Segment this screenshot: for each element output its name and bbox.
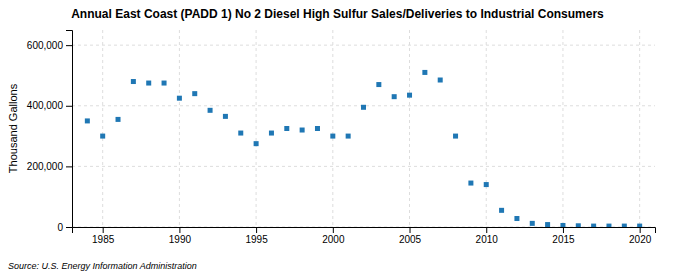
tick-label: 2020: [629, 234, 652, 245]
tick-mark: [486, 227, 487, 233]
grid-line-x: [486, 30, 487, 227]
point: [238, 131, 243, 136]
tick-label: 2010: [476, 234, 499, 245]
tick-label: 600,000: [27, 40, 64, 51]
grid-line-x: [639, 30, 640, 227]
point: [530, 221, 535, 226]
tick-mark: [333, 227, 334, 233]
tick-label: 2000: [322, 234, 345, 245]
point: [622, 224, 627, 227]
tick-label: 1985: [92, 234, 115, 245]
tick-label: 200,000: [27, 161, 64, 172]
grid: [72, 30, 655, 227]
annotation: Source: U.S. Energy Information Administ…: [8, 261, 197, 271]
tick-mark: [640, 227, 641, 233]
tick-label: 400,000: [27, 100, 64, 111]
tick-mark: [256, 227, 257, 233]
tick-mark: [563, 227, 564, 233]
grid-line-x: [179, 30, 180, 227]
tick: 600,000: [27, 40, 72, 51]
point: [453, 134, 458, 139]
tick: 200,000: [27, 161, 72, 172]
tick-mark: [66, 166, 72, 167]
point: [284, 126, 289, 131]
point: [269, 131, 274, 136]
grid-line-y: [72, 166, 655, 167]
point: [300, 128, 305, 133]
point: [116, 117, 121, 122]
point: [346, 134, 351, 139]
point: [223, 114, 228, 119]
point: [468, 181, 473, 186]
point: [100, 134, 105, 139]
point: [422, 70, 427, 75]
tick-label: 1995: [245, 234, 268, 245]
point: [376, 82, 381, 87]
plot: 1985 1990 1995 2000 2005 2010 2015 2020 0 200,000…: [27, 30, 656, 245]
point: [131, 79, 136, 84]
tick-mark: [179, 227, 180, 233]
tick: 0: [57, 222, 72, 233]
point: [560, 223, 565, 227]
point: [192, 91, 197, 96]
point: [637, 224, 642, 227]
axis-line: [66, 31, 73, 228]
point: [254, 141, 259, 146]
tick-mark: [410, 227, 411, 233]
tick-mark: [103, 227, 104, 233]
tick-label: 2015: [552, 234, 575, 245]
tick: 2015: [552, 227, 575, 245]
grid-line-y: [72, 45, 655, 46]
tick: 2000: [322, 227, 345, 245]
tick-label: 0: [57, 222, 63, 233]
point: [330, 134, 335, 139]
tick: 400,000: [27, 100, 72, 111]
grid-line-x: [562, 30, 563, 227]
point: [484, 182, 489, 187]
point: [407, 93, 412, 98]
point: [392, 94, 397, 99]
tick: 2005: [399, 227, 422, 245]
y-axis-title: Thousand Gallons: [7, 83, 19, 173]
tick: 1995: [245, 227, 268, 245]
tick: 2020: [629, 227, 652, 245]
point: [591, 224, 596, 227]
grid-line-x: [409, 30, 410, 227]
point: [85, 118, 90, 123]
point: [315, 126, 320, 131]
point: [208, 108, 213, 113]
chart: 1985 1990 1995 2000 2005 2010 2015 2020 0 200,000…: [0, 0, 675, 275]
x-axis: 1985 1990 1995 2000 2005 2010 2015 2020: [73, 227, 656, 245]
y-axis: 0 200,000 400,000 600,000: [27, 31, 73, 233]
point: [162, 81, 167, 86]
marks: [85, 70, 642, 227]
tick: 1990: [169, 227, 192, 245]
tick: 1985: [92, 227, 115, 245]
grid-line-x: [256, 30, 257, 227]
tick-label: 2005: [399, 234, 422, 245]
point: [545, 222, 550, 227]
grid-line-x: [102, 30, 103, 227]
tick: 2010: [476, 227, 499, 245]
point: [576, 223, 581, 227]
point: [499, 208, 504, 213]
point: [438, 78, 443, 83]
point: [606, 224, 611, 227]
tick-mark: [66, 106, 72, 107]
grid-line-x: [332, 30, 333, 227]
title: Annual East Coast (PADD 1) No 2 Diesel H…: [71, 7, 604, 21]
point: [146, 81, 151, 86]
axis-line: [73, 228, 656, 234]
tick-mark: [66, 227, 72, 228]
point: [177, 96, 182, 101]
point: [514, 216, 519, 221]
tick-label: 1990: [169, 234, 192, 245]
tick-mark: [66, 45, 72, 46]
point: [361, 105, 366, 110]
